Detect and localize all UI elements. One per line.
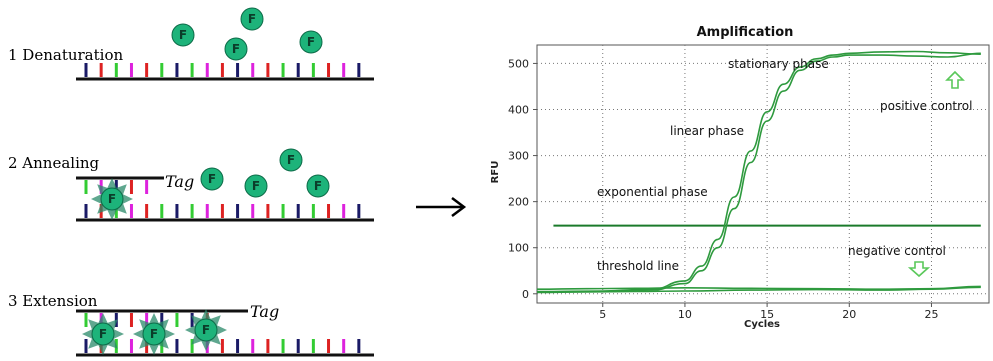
fluorophore-circle (100, 187, 124, 211)
y-axis-label: RFU (490, 161, 501, 184)
fluorophore-circle (91, 322, 115, 346)
fluorophore-icon: F (82, 313, 124, 355)
x-tick-label: 5 (599, 308, 606, 321)
fluorophore-label: F (248, 12, 256, 26)
x-tick-label: 25 (924, 308, 938, 321)
fluorophore-circle (299, 30, 323, 54)
curves (536, 50, 981, 294)
fluorophore-icon: F (279, 148, 303, 172)
y-tick-label: 100 (508, 242, 529, 255)
plot-area (536, 44, 990, 304)
fluorophore-icon: F (133, 313, 175, 355)
stationary-phase-label: stationary phase (728, 57, 829, 71)
fluorophore-label: F (307, 35, 315, 49)
fluorophore-icon: F (171, 23, 195, 47)
fluorophore-label: F (314, 179, 322, 193)
fluorophore-icon: F (91, 178, 133, 220)
fluorophore-label: F (252, 179, 260, 193)
step-3-strand (76, 309, 374, 357)
amplification-chart: Amplification 5 10 15 20 250100200300400500 … (490, 25, 990, 330)
fluorophore-circle (306, 174, 330, 198)
exponential-phase-label: exponential phase (597, 185, 708, 199)
step-1-strand (76, 63, 374, 81)
threshold-line-label: threshold line (597, 259, 679, 273)
fluorophore-icon: F (240, 7, 264, 31)
fluorophore-label: F (232, 42, 240, 56)
y-tick-label: 300 (508, 150, 529, 163)
fluorophore-icon: F (244, 174, 268, 198)
positive-control-arrow-icon (945, 70, 965, 89)
amplification-curve-2 (536, 52, 981, 293)
fluorophore-label: F (179, 28, 187, 42)
fluorophore-icon: F (299, 30, 323, 54)
fluorophore-icon: F (224, 37, 248, 61)
fluorophore-circle (240, 7, 264, 31)
fluorophore-label: F (150, 327, 158, 341)
negative-control-arrow-icon (907, 261, 931, 278)
fluorophore-label: F (99, 327, 107, 341)
y-tick-label: 200 (508, 196, 529, 209)
step-1-label: 1 Denaturation (8, 46, 123, 64)
step-2-label: 2 Annealing (8, 154, 100, 172)
fluorophore-circle (279, 148, 303, 172)
grid (537, 45, 989, 303)
fluorophore-label: F (108, 192, 116, 206)
negative-control-label: negative control (848, 244, 946, 258)
amplification-curve-1 (536, 50, 981, 293)
amplification-curve-4 (536, 286, 981, 294)
fluorophore-circle (200, 167, 224, 191)
x-axis-label: Cycles (744, 319, 780, 330)
fluorophore-label: F (208, 172, 216, 186)
fluorophore-icon: F (200, 167, 224, 191)
fluorophore-icon: F (306, 174, 330, 198)
fluorophore-circle (142, 322, 166, 346)
fluorophores: F F F F F F F F F F F F (82, 7, 330, 355)
fluorophore-circle (244, 174, 268, 198)
chart-title: Amplification (697, 25, 794, 40)
step-3-tag: Tag (250, 302, 279, 321)
x-tick-label: 20 (842, 308, 856, 321)
fluorophore-circle (224, 37, 248, 61)
fluorophore-label: F (202, 323, 210, 337)
step-3-label: 3 Extension (8, 292, 98, 310)
step-2-tag: Tag (165, 172, 194, 191)
positive-control-label: positive control (880, 99, 972, 113)
fluorophore-icon: F (185, 309, 227, 351)
fluorophore-circle (171, 23, 195, 47)
fluorophore-label: F (287, 153, 295, 167)
y-tick-label: 500 (508, 57, 529, 70)
y-tick-label: 400 (508, 104, 529, 117)
x-tick-label: 15 (760, 308, 774, 321)
ticks: 5 10 15 20 25 0 100 200 300 400 500 (508, 57, 938, 321)
right-arrow-icon (416, 197, 467, 217)
fluorophore-circle (194, 318, 218, 342)
pcr-steps-panel: 1 Denaturation 2 Annealing Tag 3 Extensi… (8, 7, 374, 357)
x-tick-label: 10 (678, 308, 692, 321)
y-tick-label: 0 (522, 288, 529, 301)
linear-phase-label: linear phase (670, 124, 744, 138)
